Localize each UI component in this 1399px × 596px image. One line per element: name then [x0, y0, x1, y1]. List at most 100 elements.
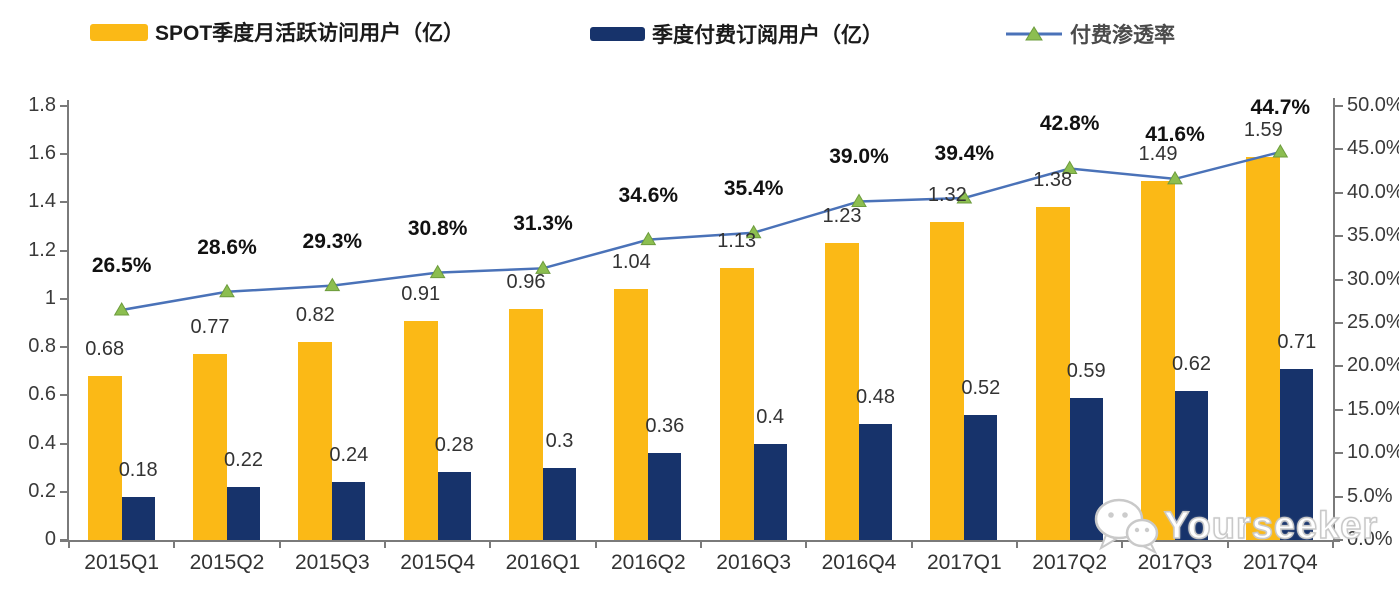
mau-bar-2017Q1 [930, 221, 965, 540]
mau-bar-2016Q4 [825, 243, 859, 540]
y-axis-right-label: 20.0% [1347, 354, 1399, 377]
y-axis-right-label: 15.0% [1347, 397, 1399, 420]
y-axis-left-label: 1.2 [28, 238, 56, 261]
y-axis-right-tick [1335, 322, 1343, 324]
mau-bar-2017Q3 [1141, 180, 1175, 540]
y-axis-right-tick [1335, 452, 1343, 455]
y-axis-right-label: 25.0% [1347, 311, 1399, 333]
penetration-legend-marker-icon [1006, 26, 1062, 41]
penetration-label-2016Q4: 39.0% [829, 145, 889, 169]
y-axis-left-tick [60, 105, 68, 107]
penetration-line [121, 150, 1281, 312]
penetration-label-2016Q3: 35.4% [723, 176, 784, 200]
y-axis-right-label: 50.0% [1347, 94, 1399, 116]
x-axis-category-label-2017Q1: 2017Q1 [926, 551, 1002, 574]
x-axis-category-label-2015Q3: 2015Q3 [294, 551, 370, 574]
penetration-label-2016Q2: 34.6% [618, 183, 679, 207]
y-axis-left-tick [60, 346, 68, 349]
y-axis-left-label: 0.6 [28, 383, 56, 406]
y-axis-left-tick [60, 539, 68, 541]
y-axis-right-tick [1335, 105, 1343, 107]
penetration-marker-2015Q2 [219, 283, 235, 298]
subscribers-bar-2017Q1 [964, 414, 998, 540]
subscribers-value-label-2016Q4: 0.48 [856, 386, 895, 409]
y-axis-right-label: 10.0% [1347, 441, 1399, 464]
mau-bar-2015Q2 [193, 354, 227, 540]
y-axis-right-tick [1335, 408, 1343, 411]
x-axis-tick [173, 540, 176, 548]
mau-value-label-2015Q4: 0.91 [401, 282, 441, 305]
penetration-marker-2017Q4 [1272, 144, 1289, 158]
mau-bar-2015Q4 [403, 320, 438, 540]
x-axis-tick [489, 540, 492, 548]
x-axis-tick [278, 540, 281, 548]
x-axis-category-label-2017Q3: 2017Q3 [1137, 551, 1213, 574]
legend-item-penetration: 付费渗透率 [1005, 19, 1175, 49]
y-axis-left-label: 0 [44, 528, 56, 550]
x-axis-tick [910, 540, 913, 548]
subscribers-value-label-2017Q1: 0.52 [961, 376, 1001, 399]
penetration-label-2015Q2: 28.6% [197, 235, 257, 259]
subscribers-value-label-2015Q3: 0.24 [329, 444, 369, 467]
mau-legend-label: SPOT季度月活跃访问用户（亿） [155, 22, 465, 45]
mau-value-label-2016Q1: 0.96 [506, 270, 546, 293]
subscribers-bar-2015Q3 [332, 482, 366, 540]
subscribers-bar-2016Q1 [543, 467, 576, 540]
mau-bar-2017Q2 [1035, 207, 1070, 540]
penetration-marker-2015Q3 [324, 277, 341, 292]
mau-value-label-2016Q3: 1.13 [717, 229, 757, 252]
subscribers-value-label-2016Q1: 0.3 [545, 429, 574, 452]
penetration-label-2015Q1: 26.5% [91, 253, 152, 277]
y-axis-left-label: 1.4 [28, 190, 56, 213]
x-axis-tick [594, 540, 597, 548]
penetration-marker-2017Q3 [1167, 170, 1183, 185]
subscribers-value-label-2017Q2: 0.59 [1066, 359, 1106, 382]
y-axis-left-tick [60, 297, 68, 300]
penetration-label-2017Q4: 44.7% [1250, 96, 1311, 119]
y-axis-right-tick [1335, 191, 1343, 194]
subscribers-value-label-2016Q3: 0.4 [756, 405, 785, 428]
y-axis-right-tick [1335, 495, 1343, 498]
subscribers-legend-label: 季度付费订阅用户（亿） [652, 24, 883, 47]
subscribers-bar-2017Q3 [1175, 390, 1208, 540]
x-axis-category-label-2015Q1: 2015Q1 [84, 551, 160, 574]
y-axis-left-label: 0.2 [28, 479, 56, 502]
y-axis-left-line [67, 100, 69, 542]
x-axis-tick [700, 540, 702, 548]
y-axis-right-tick [1335, 235, 1343, 238]
x-axis-category-label-2016Q1: 2016Q1 [505, 551, 581, 574]
y-axis-right-label: 35.0% [1347, 224, 1399, 247]
x-axis-category-label-2017Q4: 2017Q4 [1242, 551, 1318, 574]
mau-bar-2016Q2 [614, 289, 649, 540]
y-axis-left-tick [60, 201, 68, 204]
x-axis-tick [1332, 540, 1334, 548]
penetration-legend-label: 付费渗透率 [1070, 24, 1175, 47]
y-axis-left-tick [60, 442, 68, 445]
mau-legend-swatch [90, 23, 148, 41]
y-axis-right-tick [1335, 148, 1343, 151]
penetration-marker-2015Q4 [429, 264, 446, 279]
mau-value-label-2016Q4: 1.23 [822, 205, 862, 228]
y-axis-right-label: 5.0% [1347, 484, 1393, 507]
mau-value-label-2017Q4: 1.59 [1243, 118, 1283, 141]
x-axis-tick [1226, 540, 1229, 548]
y-axis-left-label: 1.6 [28, 142, 56, 165]
subscribers-value-label-2015Q4: 0.28 [434, 434, 474, 457]
penetration-marker-2015Q1 [113, 301, 130, 316]
y-axis-left-tick [60, 490, 68, 493]
penetration-label-2015Q3: 29.3% [302, 229, 363, 253]
y-axis-right-tick [1335, 539, 1343, 541]
subscribers-value-label-2017Q3: 0.62 [1172, 352, 1211, 375]
mau-bar-2016Q1 [509, 308, 543, 540]
x-axis-tick [1121, 540, 1124, 548]
penetration-label-2015Q4: 30.8% [407, 216, 468, 240]
y-axis-right-label: 45.0% [1347, 137, 1399, 160]
x-axis-tick [805, 540, 808, 548]
subscribers-bar-2015Q1 [121, 496, 155, 540]
penetration-label-2017Q1: 39.4% [934, 142, 995, 165]
subscribers-value-label-2015Q2: 0.22 [224, 448, 263, 471]
penetration-label-2016Q1: 31.3% [513, 212, 573, 236]
y-axis-left-label: 1.8 [28, 94, 56, 116]
